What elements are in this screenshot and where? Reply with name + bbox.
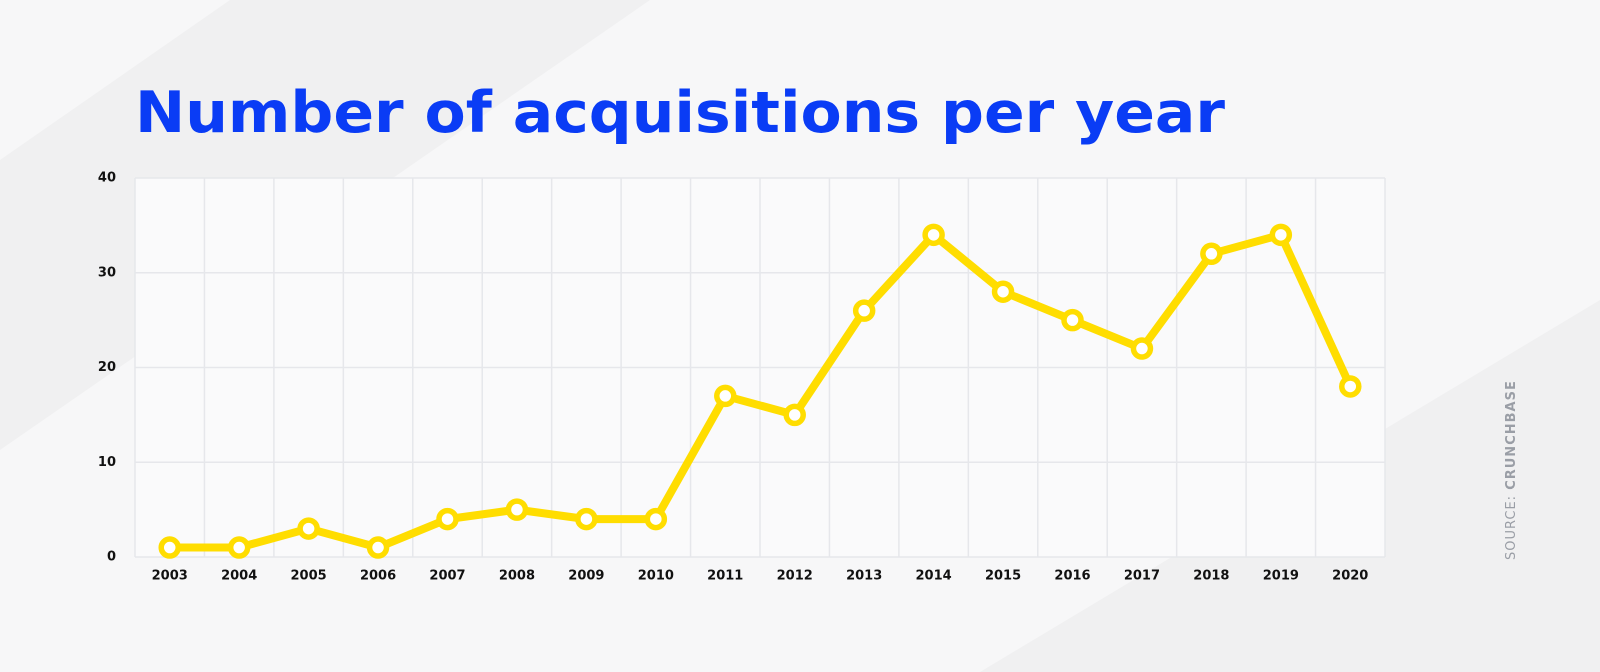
x-tick-label: 2013: [846, 569, 882, 584]
source-label: SOURCE:: [1504, 495, 1519, 560]
line: [165, 230, 1355, 552]
point: [714, 384, 737, 408]
point: [1339, 375, 1362, 398]
x-tick-label: 2006: [360, 569, 396, 584]
x-tick-label: 2018: [1193, 569, 1229, 584]
point: [991, 280, 1015, 303]
point: [505, 498, 529, 521]
x-tick-label: 2005: [291, 569, 327, 584]
chart-title: Number of acquisitions per year: [135, 80, 1225, 146]
point: [297, 517, 320, 540]
point: [158, 536, 181, 559]
y-tick-label: 20: [98, 360, 116, 375]
point: [852, 299, 876, 322]
x-tick-label: 2011: [707, 569, 743, 584]
point: [575, 507, 598, 531]
y-tick-label: 40: [98, 171, 116, 186]
x-tick-label: 2017: [1124, 569, 1160, 584]
y-tick-label: 10: [98, 455, 116, 470]
point: [366, 536, 390, 559]
x-tick-label: 2008: [499, 569, 535, 584]
source: SOURCE: CRUNCHBASE: [1504, 380, 1519, 560]
point: [1061, 308, 1084, 332]
point: [1200, 242, 1223, 266]
y-tick-label: 30: [98, 265, 116, 280]
point: [227, 536, 251, 559]
x-tick-label: 2007: [429, 569, 465, 584]
x-tick-label: 2015: [985, 569, 1021, 584]
x-tick-label: 2020: [1332, 569, 1368, 584]
source-text: SOURCE: CRUNCHBASE: [1504, 380, 1519, 560]
x-tick-label: 2003: [152, 569, 188, 584]
x-tick-label: 2016: [1054, 569, 1090, 584]
x-tick-label: 2010: [638, 569, 674, 584]
x-tick-label: 2009: [568, 569, 604, 584]
point: [783, 403, 806, 427]
source-name: CRUNCHBASE: [1504, 380, 1519, 490]
x-tick-label: 2019: [1263, 569, 1299, 584]
point: [436, 507, 459, 531]
point: [922, 223, 945, 247]
point: [1269, 223, 1293, 247]
point: [644, 507, 668, 531]
x-tick-label: 2014: [916, 569, 952, 584]
x-tick-label: 2004: [221, 569, 257, 584]
point: [1130, 337, 1154, 360]
x-tick-label: 2012: [777, 569, 813, 584]
y-tick-label: 0: [107, 550, 116, 565]
